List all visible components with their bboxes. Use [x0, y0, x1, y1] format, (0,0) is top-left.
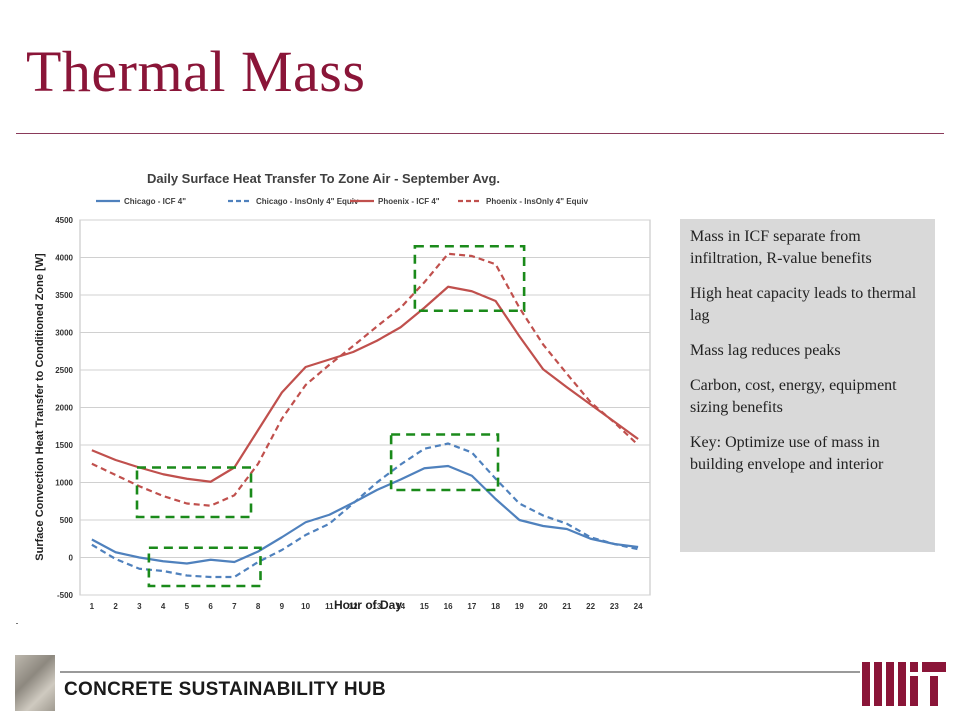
- chart-legend: Chicago - ICF 4" Chicago - InsOnly 4" Equ…: [96, 197, 589, 206]
- y-tick-label: 2000: [55, 404, 73, 413]
- mit-logo: [862, 662, 946, 706]
- legend-label: Chicago - InsOnly 4" Equiv: [256, 197, 359, 206]
- x-tick-label: 21: [562, 602, 571, 611]
- y-axis-ticks: -500 0 500 1000 1500 2000 2500 3000 3500 4000 4500: [55, 216, 73, 600]
- slide-title: Thermal Mass: [26, 39, 366, 104]
- y-tick-label: 1000: [55, 479, 73, 488]
- highlight-boxes: [135, 244, 526, 588]
- x-tick-label: 7: [232, 602, 237, 611]
- x-tick-label: 11: [325, 602, 334, 611]
- x-tick-label: 5: [185, 602, 190, 611]
- x-tick-label: 12: [349, 602, 358, 611]
- y-tick-label: 2500: [55, 366, 73, 375]
- x-axis-label: Hour of Day: [334, 598, 402, 612]
- footer-hub-name: CONCRETE SUSTAINABILITY HUB: [64, 679, 386, 700]
- x-tick-label: 17: [467, 602, 476, 611]
- chart-gridlines: [79, 219, 651, 596]
- x-tick-label: 18: [491, 602, 500, 611]
- y-tick-label: 3000: [55, 329, 73, 338]
- x-tick-label: 22: [586, 602, 595, 611]
- y-tick-label: 0: [69, 554, 74, 563]
- x-tick-label: 20: [539, 602, 548, 611]
- callout-item: High heat capacity leads to thermal lag: [690, 285, 917, 324]
- callout-item: Mass in ICF separate from infiltration, …: [690, 228, 872, 267]
- concrete-hub-logo: [15, 655, 55, 711]
- y-tick-label: 1500: [55, 441, 73, 450]
- x-tick-label: 23: [610, 602, 619, 611]
- footer-divider: [60, 671, 860, 673]
- callout-item: Carbon, cost, energy, equipment sizing b…: [690, 377, 897, 416]
- x-tick-label: 8: [256, 602, 261, 611]
- x-tick-label: 4: [161, 602, 166, 611]
- series-line-2: [91, 442, 639, 579]
- heat-transfer-chart: Daily Surface Heat Transfer To Zone Air …: [28, 150, 660, 625]
- y-axis-label: Surface Convection Heat Transfer to Cond…: [34, 253, 46, 561]
- stray-mark: [16, 623, 18, 624]
- x-tick-label: 10: [301, 602, 310, 611]
- highlight-box: [413, 244, 526, 313]
- x-tick-label: 6: [208, 602, 213, 611]
- y-tick-label: 4500: [55, 216, 73, 225]
- callout-item: Key: Optimize use of mass in building en…: [690, 434, 884, 473]
- y-tick-label: 3500: [55, 291, 73, 300]
- chart-svg: Daily Surface Heat Transfer To Zone Air …: [28, 150, 660, 625]
- highlight-box: [389, 433, 500, 492]
- x-tick-label: 19: [515, 602, 524, 611]
- legend-label: Chicago - ICF 4": [124, 197, 186, 206]
- x-tick-label: 9: [280, 602, 285, 611]
- x-tick-label: 3: [137, 602, 142, 611]
- y-tick-label: 4000: [55, 254, 73, 263]
- series-line-1: [91, 464, 639, 565]
- legend-label: Phoenix - ICF 4": [378, 197, 440, 206]
- y-tick-label: 500: [60, 516, 74, 525]
- x-tick-label: 1: [90, 602, 95, 611]
- x-axis-ticks: 1 2 3 4 5 6 7 8 9 10 11 12 13 14 15 16 17 18 19 20 21 22 23 24: [90, 602, 643, 611]
- x-tick-label: 2: [113, 602, 118, 611]
- series-line-4: [91, 252, 639, 507]
- x-tick-label: 15: [420, 602, 429, 611]
- key-points-callout: Mass in ICF separate from infiltration, …: [680, 219, 935, 552]
- callout-item: Mass lag reduces peaks: [690, 342, 841, 359]
- x-tick-label: 16: [444, 602, 453, 611]
- chart-series: [91, 252, 639, 579]
- chart-background: [28, 150, 660, 625]
- x-tick-label: 13: [372, 602, 381, 611]
- chart-title: Daily Surface Heat Transfer To Zone Air …: [147, 171, 500, 186]
- x-tick-label: 24: [634, 602, 643, 611]
- highlight-box: [135, 466, 253, 519]
- title-divider: [16, 133, 944, 134]
- y-tick-label: -500: [57, 591, 74, 600]
- x-tick-label: 14: [396, 602, 405, 611]
- series-line-3: [91, 285, 639, 483]
- legend-label: Phoenix - InsOnly 4" Equiv: [486, 197, 589, 206]
